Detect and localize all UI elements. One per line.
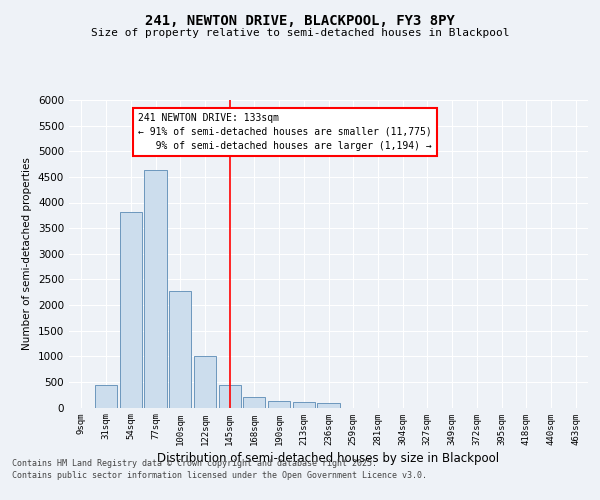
Bar xyxy=(293,402,315,407)
Bar xyxy=(95,386,117,407)
Bar xyxy=(243,396,265,407)
Bar xyxy=(119,212,142,408)
Bar xyxy=(194,356,216,408)
Bar xyxy=(317,403,340,407)
Bar xyxy=(218,386,241,407)
X-axis label: Distribution of semi-detached houses by size in Blackpool: Distribution of semi-detached houses by … xyxy=(157,452,500,464)
Text: Contains HM Land Registry data © Crown copyright and database right 2025.: Contains HM Land Registry data © Crown c… xyxy=(12,458,377,468)
Bar xyxy=(145,170,167,408)
Text: 241, NEWTON DRIVE, BLACKPOOL, FY3 8PY: 241, NEWTON DRIVE, BLACKPOOL, FY3 8PY xyxy=(145,14,455,28)
Y-axis label: Number of semi-detached properties: Number of semi-detached properties xyxy=(22,158,32,350)
Bar xyxy=(169,291,191,408)
Text: Contains public sector information licensed under the Open Government Licence v3: Contains public sector information licen… xyxy=(12,471,427,480)
Text: Size of property relative to semi-detached houses in Blackpool: Size of property relative to semi-detach… xyxy=(91,28,509,38)
Text: 241 NEWTON DRIVE: 133sqm
← 91% of semi-detached houses are smaller (11,775)
   9: 241 NEWTON DRIVE: 133sqm ← 91% of semi-d… xyxy=(138,113,432,151)
Bar xyxy=(268,401,290,407)
